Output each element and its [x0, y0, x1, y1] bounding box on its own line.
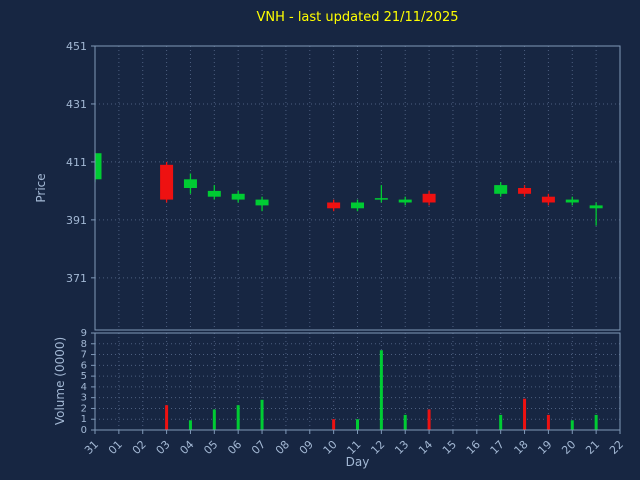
volume-tick-label: 7	[81, 350, 87, 361]
x-tick-label: 03	[154, 438, 173, 457]
candle-body-down	[422, 193, 436, 203]
x-tick-label: 16	[464, 438, 483, 457]
volume-tick-label: 4	[81, 382, 87, 393]
candle-body-up	[398, 199, 412, 203]
x-tick-label: 31	[82, 438, 101, 457]
volume-bar	[379, 350, 383, 430]
x-tick-label: 15	[440, 438, 459, 457]
volume-tick-label: 5	[81, 371, 87, 382]
volume-tick-label: 8	[81, 339, 87, 350]
x-tick-label: 21	[583, 438, 602, 457]
volume-tick-label: 0	[81, 425, 87, 436]
x-tick-label: 08	[273, 438, 292, 457]
x-tick-label: 04	[177, 438, 196, 457]
candle-body-down	[541, 196, 555, 203]
volume-tick-label: 1	[81, 414, 87, 425]
volume-bar	[523, 398, 527, 430]
volume-tick-label: 3	[81, 393, 87, 404]
x-tick-label: 20	[559, 438, 578, 457]
x-tick-label: 22	[607, 438, 626, 457]
candle-body-up	[183, 179, 197, 188]
x-tick-label: 18	[512, 438, 531, 457]
candle-body-up	[231, 193, 245, 200]
volume-bar	[570, 420, 574, 430]
volume-bar	[356, 419, 359, 430]
candle-body-down	[160, 164, 174, 200]
volume-tick-label: 2	[81, 403, 87, 414]
price-tick-label: 411	[66, 156, 87, 169]
price-tick-label: 371	[66, 272, 87, 285]
volume-bar	[546, 414, 550, 430]
candle-body-down	[327, 202, 341, 209]
volume-bar	[165, 405, 169, 430]
x-tick-label: 01	[106, 438, 125, 457]
x-tick-label: 09	[297, 438, 316, 457]
candles-layer	[95, 153, 603, 226]
candle-body-up	[374, 198, 388, 200]
volume-bar	[427, 409, 431, 430]
x-tick-label: 07	[249, 438, 268, 457]
x-tick-label: 14	[416, 438, 435, 457]
candle-body-up	[351, 202, 364, 209]
x-tick-label: 12	[368, 438, 387, 457]
volume-bar	[236, 405, 240, 430]
price-plot-border	[94, 45, 621, 331]
volume-bar	[188, 420, 192, 430]
x-tick-label: 05	[201, 438, 220, 457]
candle-body-up	[255, 199, 269, 206]
volume-tick-label: 9	[81, 328, 87, 339]
x-tick-label: 02	[130, 438, 149, 457]
volume-tick-label: 6	[81, 360, 87, 371]
candle-body-up	[494, 185, 508, 194]
x-tick-label: 06	[225, 438, 244, 457]
price-tick-label: 451	[66, 40, 87, 53]
x-tick-label: 10	[321, 438, 340, 457]
volume-bar	[212, 409, 216, 430]
x-tick-label: 19	[535, 438, 554, 457]
x-tick-label: 11	[345, 438, 364, 457]
x-tick-label: 13	[392, 438, 411, 457]
price-tick-label: 391	[66, 214, 87, 227]
candle-body-up	[565, 199, 579, 203]
volume-bar	[499, 414, 503, 430]
chart-title: VNH - last updated 21/11/2025	[256, 10, 459, 25]
x-axis-label: Day	[345, 455, 370, 469]
candle-body-up	[589, 205, 603, 209]
candle-body-up	[95, 153, 102, 180]
volume-bar	[594, 414, 598, 430]
candle-body-up	[207, 190, 221, 197]
candle-body-down	[518, 188, 532, 194]
volume-bar	[403, 414, 407, 430]
price-tick-label: 431	[66, 98, 87, 111]
volume-bar	[332, 419, 336, 430]
x-tick-label: 17	[488, 438, 507, 457]
volume-bar	[260, 399, 264, 430]
